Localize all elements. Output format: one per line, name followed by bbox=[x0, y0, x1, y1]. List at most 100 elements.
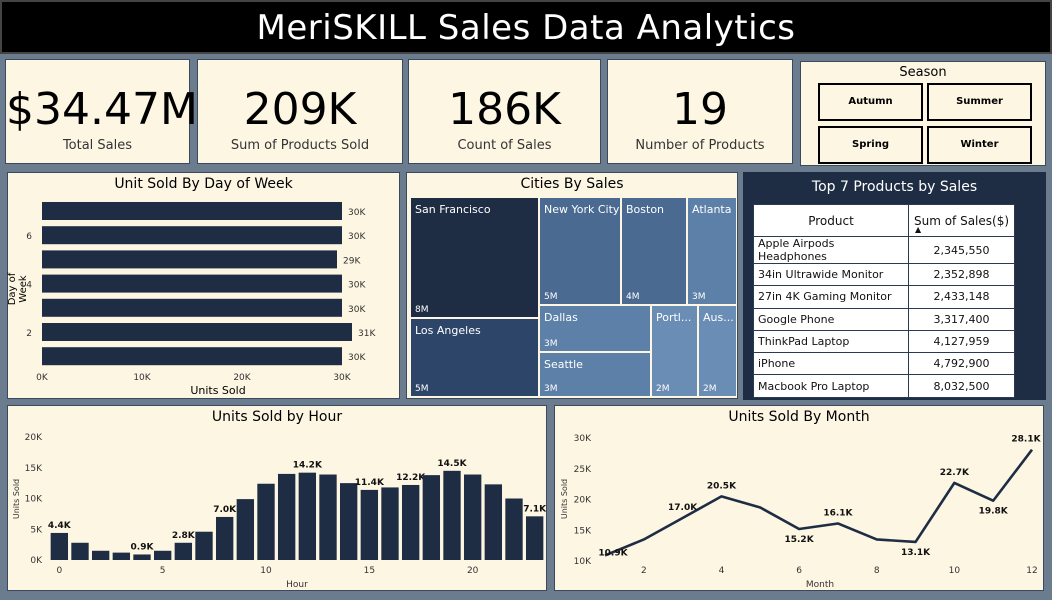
month-line: 10K 15K 20K 25K 30K 2 4 6 8 10 12 10.9K 17.0K 20.5K 15… bbox=[560, 434, 1042, 590]
x-tick-label: 10K bbox=[133, 373, 151, 383]
y-tick-label: 20K bbox=[574, 496, 592, 506]
table-row[interactable]: 34in Ultrawide Monitor 2,352,898 bbox=[753, 262, 1015, 287]
month-data-label: 22.7K bbox=[940, 468, 970, 478]
y-axis-label: Units Sold bbox=[560, 479, 569, 519]
hour-bar bbox=[133, 554, 151, 560]
kpi-label: Sum of Products Sold bbox=[230, 138, 370, 153]
table-row[interactable]: ThinkPad Laptop 4,127,959 bbox=[753, 329, 1015, 354]
chart-title: Units Sold By Month bbox=[728, 409, 870, 425]
kpi-total-sales[interactable]: $34.47M Total Sales bbox=[5, 59, 198, 164]
hour-data-label: 14.5K bbox=[437, 459, 467, 469]
sales-value-cell: 2,345,550 bbox=[908, 236, 1015, 264]
product-name-cell: Apple Airpods Headphones bbox=[753, 236, 909, 264]
treemap-cell[interactable]: New York City 5M bbox=[539, 197, 621, 305]
hour-bar bbox=[401, 484, 420, 560]
treemap-cell-name: New York City bbox=[544, 203, 620, 216]
day-bar-label: 30K bbox=[348, 232, 366, 242]
product-name-cell: Macbook Pro Laptop bbox=[753, 374, 909, 398]
hour-bar bbox=[195, 531, 213, 560]
month-data-label: 28.1K bbox=[1011, 435, 1041, 445]
day-bar-label: 30K bbox=[348, 208, 366, 218]
treemap-cell[interactable]: Los Angeles 5M bbox=[410, 318, 539, 397]
treemap-cell[interactable]: Aus... 2M bbox=[698, 305, 737, 397]
x-tick-label: 30K bbox=[333, 373, 351, 383]
treemap-cell-name: Aus... bbox=[703, 311, 734, 324]
treemap-cell-name: San Francisco bbox=[415, 203, 491, 216]
treemap-cell[interactable]: San Francisco 8M bbox=[410, 197, 539, 318]
y-tick-label: 25K bbox=[574, 465, 592, 475]
treemap-cell[interactable]: Seattle 3M bbox=[539, 352, 651, 397]
kpi-label: Total Sales bbox=[62, 138, 133, 153]
treemap-cell-name: Atlanta bbox=[692, 203, 732, 216]
treemap-cell[interactable]: Boston 4M bbox=[621, 197, 687, 305]
units-by-month-chart[interactable]: Units Sold By Month 10K 15K 20K 25K 30K 2 4 6 8 1… bbox=[554, 405, 1044, 591]
product-name-cell: iPhone bbox=[753, 352, 909, 376]
table-row[interactable]: Macbook Pro Laptop 8,032,500 bbox=[753, 374, 1015, 398]
hour-data-label: 7.1K bbox=[523, 504, 547, 514]
top-products-table-panel: Top 7 Products by Sales Product Sum of S… bbox=[743, 172, 1046, 400]
day-bar bbox=[42, 274, 342, 293]
column-header-sum-of-sales[interactable]: Sum of Sales($) ▲ bbox=[908, 204, 1015, 237]
x-axis-label: Month bbox=[806, 580, 834, 590]
y-tick-label: 15K bbox=[574, 526, 592, 536]
x-tick-label: 0 bbox=[56, 566, 62, 576]
month-data-label: 17.0K bbox=[668, 503, 698, 513]
x-tick-label: 8 bbox=[874, 566, 880, 576]
treemap-cell[interactable]: Portl... 2M bbox=[651, 305, 698, 397]
x-tick-label: 12 bbox=[1026, 566, 1037, 576]
sales-value-cell: 2,352,898 bbox=[908, 262, 1015, 287]
treemap-area: San Francisco 8M New York City 5M Boston 4M At… bbox=[410, 197, 737, 397]
hour-bar bbox=[50, 532, 69, 560]
x-axis-label: Hour bbox=[286, 580, 308, 590]
month-data-label: 15.2K bbox=[784, 535, 814, 545]
day-bar bbox=[42, 298, 342, 317]
hour-data-label: 14.2K bbox=[293, 461, 323, 471]
y-tick-label: 5K bbox=[30, 525, 43, 535]
treemap-cell-name: Dallas bbox=[544, 311, 578, 324]
kpi-number-of-products[interactable]: 19 Number of Products bbox=[607, 59, 793, 164]
kpi-products-sold[interactable]: 209K Sum of Products Sold bbox=[197, 59, 403, 164]
units-by-hour-chart[interactable]: Units Sold by Hour 0K 5K 10K 15K 20K 4.4K 0.9K… bbox=[7, 405, 547, 591]
day-of-week-chart[interactable]: Unit Sold By Day of Week Day of Week 30K… bbox=[7, 172, 400, 399]
hour-bar bbox=[339, 483, 358, 560]
treemap-cell-value: 3M bbox=[692, 292, 706, 302]
column-header-product[interactable]: Product bbox=[753, 204, 909, 237]
season-winter-button[interactable]: Winter bbox=[927, 126, 1032, 164]
hour-data-label: 7.0K bbox=[213, 505, 237, 515]
table-row[interactable]: Apple Airpods Headphones 2,345,550 bbox=[753, 236, 1015, 264]
treemap-cell-value: 8M bbox=[415, 305, 429, 315]
treemap-cell[interactable]: Atlanta 3M bbox=[687, 197, 737, 305]
hour-bar bbox=[463, 474, 482, 560]
x-tick-label: 2 bbox=[641, 566, 647, 576]
season-autumn-button[interactable]: Autumn bbox=[818, 83, 923, 121]
treemap-cell[interactable]: Dallas 3M bbox=[539, 305, 651, 352]
cities-treemap[interactable]: Cities By Sales San Francisco 8M New York … bbox=[406, 172, 738, 399]
kpi-label: Count of Sales bbox=[457, 138, 552, 153]
hour-bars: 0K 5K 10K 15K 20K 4.4K 0.9K 2.8K 7.0K 14.2K 11.4K 1… bbox=[12, 433, 547, 590]
x-tick-label: 20K bbox=[233, 373, 251, 383]
dashboard-title: MeriSKILL Sales Data Analytics bbox=[0, 0, 1052, 54]
table-row[interactable]: Google Phone 3,317,400 bbox=[753, 307, 1015, 331]
season-summer-button[interactable]: Summer bbox=[927, 83, 1032, 121]
table-row[interactable]: iPhone 4,792,900 bbox=[753, 352, 1015, 376]
day-bar-label: 30K bbox=[348, 305, 366, 315]
top-products-table[interactable]: Product Sum of Sales($) ▲ Apple Airpods … bbox=[753, 204, 1015, 398]
y-axis-label: Day of Week bbox=[7, 272, 29, 306]
y-tick-label: 4 bbox=[26, 281, 32, 291]
hour-bar bbox=[277, 473, 296, 560]
y-tick-label: 20K bbox=[25, 433, 43, 443]
season-spring-button[interactable]: Spring bbox=[818, 126, 923, 164]
treemap-cell-value: 3M bbox=[544, 384, 558, 394]
kpi-count-of-sales[interactable]: 186K Count of Sales bbox=[408, 59, 601, 164]
season-title: Season bbox=[899, 65, 947, 80]
day-bar bbox=[42, 202, 342, 220]
x-tick-label: 5 bbox=[160, 566, 166, 576]
treemap-cell-name: Portl... bbox=[656, 311, 692, 324]
hour-data-label: 12.2K bbox=[396, 473, 426, 483]
month-data-label: 13.1K bbox=[901, 548, 931, 558]
table-row[interactable]: 27in 4K Gaming Monitor 2,433,148 bbox=[753, 285, 1015, 309]
day-bar bbox=[42, 323, 352, 341]
hour-bar bbox=[443, 470, 461, 560]
hour-bar bbox=[112, 552, 131, 560]
y-tick-label: 0K bbox=[30, 556, 43, 566]
